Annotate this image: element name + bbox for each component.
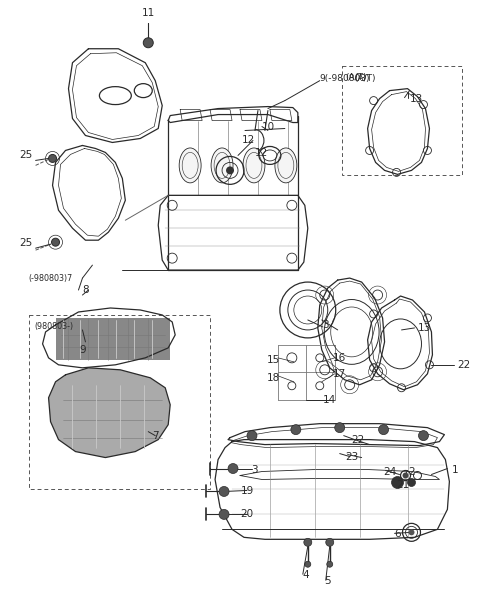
Text: 21: 21	[396, 481, 409, 490]
Ellipse shape	[275, 148, 297, 183]
Circle shape	[219, 509, 229, 519]
Text: 5: 5	[324, 576, 331, 586]
Text: 9: 9	[79, 345, 86, 355]
Text: 25: 25	[19, 151, 32, 160]
Text: 10: 10	[261, 121, 275, 132]
Circle shape	[379, 425, 389, 434]
Circle shape	[327, 561, 333, 567]
Bar	[29, 315, 210, 489]
Text: 8: 8	[82, 285, 89, 295]
Circle shape	[51, 238, 60, 246]
Text: 9(-980803): 9(-980803)	[320, 74, 370, 83]
Circle shape	[305, 561, 311, 567]
Text: 22: 22	[351, 434, 364, 445]
Circle shape	[304, 538, 312, 547]
Circle shape	[219, 486, 229, 497]
Circle shape	[403, 473, 408, 478]
Text: 7: 7	[152, 431, 158, 440]
Text: 1: 1	[451, 465, 458, 475]
Text: 14: 14	[323, 395, 336, 404]
Text: 19: 19	[240, 486, 253, 497]
Bar	[56, 318, 170, 360]
Text: 12: 12	[254, 148, 267, 159]
Circle shape	[392, 476, 404, 489]
Text: 25: 25	[19, 238, 32, 248]
Circle shape	[226, 167, 234, 174]
Circle shape	[408, 529, 415, 536]
Text: 3: 3	[323, 320, 329, 330]
Text: 15: 15	[267, 355, 280, 365]
Text: 24: 24	[383, 467, 396, 476]
Polygon shape	[48, 368, 170, 458]
Circle shape	[247, 431, 257, 440]
Text: (-980803)7: (-980803)7	[29, 273, 73, 282]
Circle shape	[228, 464, 238, 473]
Bar	[342, 66, 462, 176]
Text: 4: 4	[302, 570, 309, 580]
Circle shape	[291, 425, 301, 434]
Ellipse shape	[243, 148, 265, 183]
Text: 12: 12	[241, 135, 254, 145]
Ellipse shape	[179, 148, 201, 183]
Circle shape	[48, 154, 57, 162]
Circle shape	[419, 431, 429, 440]
Text: 17: 17	[333, 369, 347, 379]
Text: 13: 13	[418, 323, 431, 333]
Text: 2: 2	[408, 467, 415, 476]
Circle shape	[408, 478, 416, 486]
Text: 20: 20	[240, 509, 253, 519]
Text: 16: 16	[333, 353, 347, 363]
Text: 13: 13	[409, 93, 423, 104]
Text: (A/T): (A/T)	[355, 74, 376, 83]
Text: 23: 23	[345, 451, 358, 462]
Text: 22: 22	[457, 360, 470, 370]
Text: (A/T): (A/T)	[346, 73, 367, 82]
Text: 11: 11	[142, 8, 155, 18]
Text: 6: 6	[394, 529, 401, 539]
Text: 18: 18	[267, 373, 280, 383]
Circle shape	[326, 538, 334, 547]
Text: 3: 3	[252, 465, 258, 475]
Circle shape	[144, 38, 153, 48]
Text: (980803-): (980803-)	[35, 323, 74, 331]
Circle shape	[335, 423, 345, 432]
Ellipse shape	[211, 148, 233, 183]
